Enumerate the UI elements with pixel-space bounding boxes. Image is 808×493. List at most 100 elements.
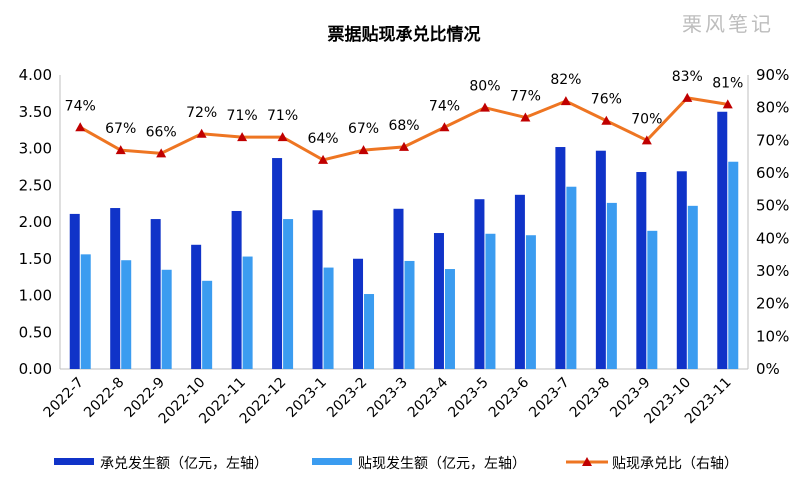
acceptance-bar <box>676 171 687 369</box>
ratio-marker <box>156 148 167 158</box>
ratio-marker <box>358 145 369 155</box>
ratio-marker <box>479 102 490 112</box>
y-right-tick-label: 0% <box>756 360 780 378</box>
y-right-tick-label: 80% <box>756 99 789 117</box>
legend-marker <box>582 457 592 466</box>
legend-label: 承兑发生额（亿元，左轴） <box>100 456 268 472</box>
ratio-marker <box>439 122 450 132</box>
x-tick-label: 2022-7 <box>41 375 87 421</box>
discount-bar <box>444 269 455 369</box>
acceptance-bar <box>555 147 566 369</box>
ratio-data-label: 82% <box>550 72 581 88</box>
x-tick-label: 2023-2 <box>324 375 370 421</box>
y-left-tick-label: 4.00 <box>19 66 52 84</box>
y-left-tick-label: 3.50 <box>19 103 52 121</box>
legend-swatch <box>54 458 94 465</box>
acceptance-bar <box>474 199 485 369</box>
x-tick-label: 2023-3 <box>364 375 410 421</box>
acceptance-bar <box>393 208 404 369</box>
ratio-line: 74% 67% 66% 72% 71% 71% 64% 67% 68% 74% 80% 77% 82% 7… <box>65 69 743 164</box>
x-tick-label: 2023-6 <box>486 374 532 420</box>
acceptance-bar <box>69 213 80 369</box>
ratio-marker <box>75 122 86 132</box>
y-left-tick-label: 2.50 <box>19 176 52 194</box>
discount-bar <box>161 269 172 369</box>
ratio-marker <box>318 154 329 164</box>
discount-bar <box>80 254 91 369</box>
ratio-data-label: 83% <box>672 69 703 85</box>
chart-title: 票据贴现承兑比情况 <box>328 24 481 45</box>
ratio-marker <box>560 96 571 106</box>
y-right-tick-label: 40% <box>756 229 789 247</box>
discount-bar <box>606 202 617 369</box>
discount-bar <box>525 235 536 369</box>
discount-bar <box>566 186 577 369</box>
discount-bar <box>242 256 253 369</box>
ratio-marker <box>520 112 531 122</box>
acceptance-bar <box>312 210 323 369</box>
y-right-tick-label: 70% <box>756 131 789 149</box>
discount-bar <box>364 294 375 369</box>
y-right-tick-label: 60% <box>756 164 789 182</box>
ratio-data-label: 71% <box>267 108 298 124</box>
discount-bar <box>647 230 658 369</box>
acceptance-bar <box>231 210 242 369</box>
ratio-data-label: 77% <box>510 88 541 104</box>
ratio-data-label: 81% <box>712 75 743 91</box>
y-right-tick-label: 20% <box>756 295 789 313</box>
ratio-marker <box>722 99 733 109</box>
ratio-marker <box>601 115 612 125</box>
y-right-tick-label: 10% <box>756 327 789 345</box>
x-tick-label: 2023-5 <box>445 375 491 421</box>
y-left-tick-label: 3.00 <box>19 140 52 158</box>
discount-bar <box>485 233 496 369</box>
x-tick-label: 2022-8 <box>81 375 127 421</box>
y-right-tick-label: 30% <box>756 262 789 280</box>
y-left-tick-label: 0.50 <box>19 323 52 341</box>
ratio-data-label: 67% <box>105 121 136 137</box>
acceptance-bar <box>433 233 444 369</box>
y-right-tick-label: 50% <box>756 197 789 215</box>
x-tick-label: 2023-1 <box>284 375 330 421</box>
ratio-marker <box>237 132 248 142</box>
ratio-data-label: 76% <box>591 92 622 108</box>
discount-bar <box>404 260 415 369</box>
acceptance-bar <box>595 150 606 369</box>
ratio-marker <box>196 128 207 138</box>
y-left-tick-label: 2.00 <box>19 213 52 231</box>
x-tick-label: 2023-4 <box>405 374 451 420</box>
acceptance-bar <box>353 258 364 369</box>
acceptance-bar <box>191 244 202 369</box>
discount-bar <box>202 280 213 369</box>
ratio-data-label: 64% <box>307 131 338 147</box>
acceptance-bar <box>717 111 728 369</box>
acceptance-bar <box>272 158 283 369</box>
ratio-marker <box>115 145 126 155</box>
y-left-tick-label: 1.00 <box>19 287 52 305</box>
ratio-data-label: 66% <box>146 124 177 140</box>
ratio-data-label: 74% <box>429 98 460 114</box>
ratio-data-label: 80% <box>469 79 500 95</box>
legend: 承兑发生额（亿元，左轴） 贴现发生额（亿元，左轴） 贴现承兑比（右轴） <box>54 456 738 472</box>
watermark-logo: 栗风笔记 <box>682 12 774 36</box>
ratio-data-label: 70% <box>631 111 662 127</box>
discount-bar <box>687 205 698 369</box>
y-left-tick-label: 0.00 <box>19 360 52 378</box>
ratio-data-label: 71% <box>227 108 258 124</box>
acceptance-bar <box>150 219 161 369</box>
ratio-data-label: 68% <box>388 118 419 134</box>
acceptance-bar <box>514 194 525 369</box>
legend-swatch <box>312 458 352 465</box>
bars <box>69 111 739 369</box>
discount-bar <box>121 260 132 369</box>
ratio-data-label: 74% <box>65 98 96 114</box>
discount-bar <box>323 267 334 369</box>
ratio-data-label: 72% <box>186 105 217 121</box>
discount-bar <box>283 219 294 369</box>
discount-bar <box>728 161 739 369</box>
ratio-marker <box>277 132 288 142</box>
ratio-data-label: 67% <box>348 121 379 137</box>
y-left-tick-label: 1.50 <box>19 250 52 268</box>
x-tick-label: 2023-8 <box>567 375 613 421</box>
